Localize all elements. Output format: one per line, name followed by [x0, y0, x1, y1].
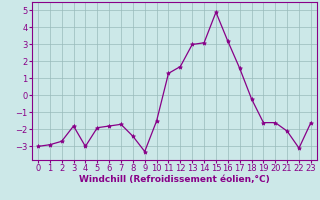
X-axis label: Windchill (Refroidissement éolien,°C): Windchill (Refroidissement éolien,°C)	[79, 175, 270, 184]
